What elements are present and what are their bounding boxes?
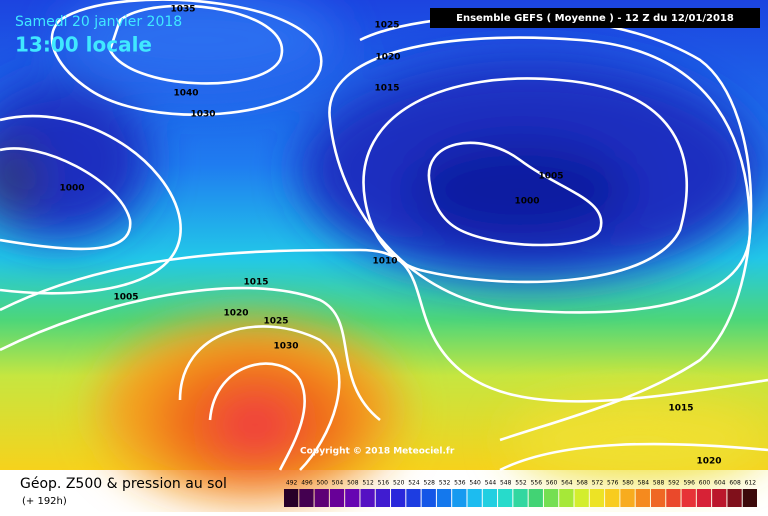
isobar-label: 1020 bbox=[375, 53, 400, 63]
scale-label: 536 bbox=[454, 480, 466, 487]
scale-label: 576 bbox=[607, 480, 619, 487]
isobar-label: 1040 bbox=[173, 89, 198, 99]
scale-swatch bbox=[345, 489, 360, 507]
scale-label: 540 bbox=[469, 480, 481, 487]
isobar-label: 1035 bbox=[170, 5, 195, 15]
product-title: Géop. Z500 & pression au sol bbox=[20, 476, 227, 492]
scale-label: 588 bbox=[653, 480, 665, 487]
scale-label: 564 bbox=[561, 480, 573, 487]
isobar-label: 1030 bbox=[273, 342, 298, 352]
isobar-label: 1025 bbox=[263, 317, 288, 327]
scale-label: 520 bbox=[393, 480, 405, 487]
scale-label: 504 bbox=[332, 480, 344, 487]
scale-label: 516 bbox=[378, 480, 390, 487]
date: Samedi 20 janvier 2018 bbox=[15, 14, 182, 30]
scale-swatch bbox=[681, 489, 696, 507]
isobar-label: 1005 bbox=[113, 293, 138, 303]
scale-swatch bbox=[421, 489, 436, 507]
scale-label: 592 bbox=[668, 480, 680, 487]
color-scale: 492 496 500 504 508 512 516 520 524 528 532 536 540 5… bbox=[284, 480, 757, 507]
scale-label: 580 bbox=[622, 480, 634, 487]
scale-swatch bbox=[360, 489, 375, 507]
scale-label: 524 bbox=[408, 480, 420, 487]
scale-swatch bbox=[436, 489, 452, 507]
scale-label: 612 bbox=[745, 480, 757, 487]
scale-swatch bbox=[528, 489, 543, 507]
isobar-label: 1015 bbox=[668, 404, 693, 414]
scale-label: 552 bbox=[515, 480, 527, 487]
scale-label: 608 bbox=[729, 480, 741, 487]
scale-swatch bbox=[589, 489, 605, 507]
scale-swatch bbox=[666, 489, 681, 507]
scale-label: 600 bbox=[699, 480, 711, 487]
scale-swatch bbox=[391, 489, 406, 507]
isobar-label: 1015 bbox=[243, 278, 268, 288]
scale-label: 500 bbox=[316, 480, 328, 487]
lead-time: (+ 192h) bbox=[22, 496, 67, 507]
scale-swatch bbox=[650, 489, 666, 507]
scale-label: 584 bbox=[638, 480, 650, 487]
scale-label: 572 bbox=[592, 480, 604, 487]
scale-label: 512 bbox=[362, 480, 374, 487]
map: 1035 1025 1020 1015 1040 1030 1000 1005 1000 1010… bbox=[0, 0, 768, 500]
scale-label: 568 bbox=[576, 480, 588, 487]
isobar-label: 1025 bbox=[374, 21, 399, 31]
isobar-label: 1015 bbox=[374, 84, 399, 94]
scale-swatch bbox=[299, 489, 314, 507]
scale-label: 508 bbox=[347, 480, 359, 487]
scale-swatch bbox=[559, 489, 574, 507]
local-time: 13:00 locale bbox=[15, 33, 152, 57]
scale-label: 556 bbox=[531, 480, 543, 487]
scale-swatch bbox=[452, 489, 467, 507]
scale-swatch bbox=[696, 489, 712, 507]
scale-swatch bbox=[513, 489, 528, 507]
scale-swatch bbox=[712, 489, 727, 507]
scale-label: 604 bbox=[714, 480, 726, 487]
isobar-label: 1020 bbox=[223, 309, 248, 319]
scale-swatch bbox=[329, 489, 345, 507]
copyright: Copyright © 2018 Meteociel.fr bbox=[300, 447, 455, 457]
run-info: Ensemble GEFS ( Moyenne ) - 12 Z du 12/0… bbox=[456, 13, 734, 24]
scale-label: 496 bbox=[301, 480, 313, 487]
scale-swatch bbox=[574, 489, 589, 507]
scale-label: 596 bbox=[683, 480, 695, 487]
scale-swatch bbox=[742, 489, 757, 507]
isobar-label: 1005 bbox=[538, 172, 563, 182]
scale-swatch bbox=[635, 489, 650, 507]
run-box bbox=[430, 8, 760, 28]
scale-swatch bbox=[314, 489, 329, 507]
isobars bbox=[0, 0, 768, 470]
isobar-label: 1030 bbox=[190, 110, 215, 120]
scale-swatch bbox=[375, 489, 391, 507]
scale-swatch bbox=[406, 489, 421, 507]
scale-label: 492 bbox=[286, 480, 298, 487]
scale-swatch bbox=[605, 489, 620, 507]
scale-label: 548 bbox=[500, 480, 512, 487]
scale-swatch bbox=[467, 489, 482, 507]
scale-label: 544 bbox=[485, 480, 497, 487]
scale-swatch bbox=[482, 489, 498, 507]
scale-swatch bbox=[498, 489, 513, 507]
isobar-label: 1020 bbox=[696, 457, 721, 467]
scale-swatch bbox=[727, 489, 742, 507]
isobar-labels: 1035 1025 1020 1015 1040 1030 1000 1005 1000 1010… bbox=[59, 5, 721, 467]
scale-label: 528 bbox=[424, 480, 436, 487]
scale-swatch bbox=[284, 489, 299, 507]
scale-label: 532 bbox=[439, 480, 451, 487]
scale-label: 560 bbox=[546, 480, 558, 487]
isobar-label: 1010 bbox=[372, 257, 397, 267]
scale-swatch bbox=[543, 489, 559, 507]
scale-swatch bbox=[620, 489, 635, 507]
isobar-label: 1000 bbox=[59, 184, 84, 194]
isobar-label: 1000 bbox=[514, 197, 539, 207]
